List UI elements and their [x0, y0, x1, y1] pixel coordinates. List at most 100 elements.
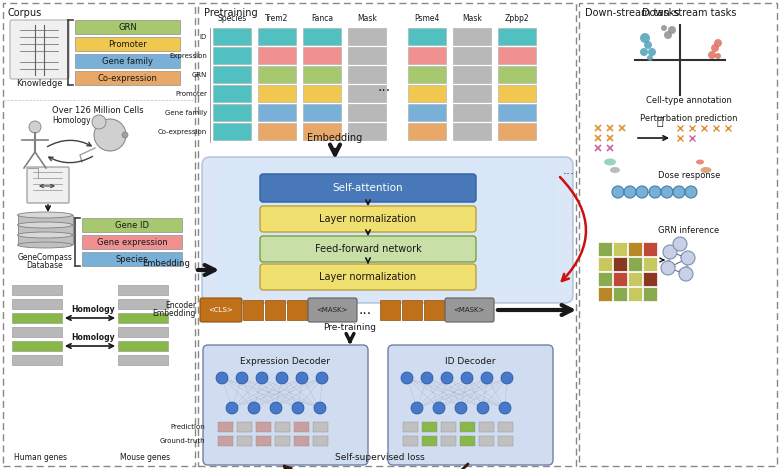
FancyBboxPatch shape: [453, 85, 491, 102]
FancyBboxPatch shape: [18, 225, 73, 234]
FancyBboxPatch shape: [118, 355, 168, 365]
FancyBboxPatch shape: [237, 436, 252, 446]
FancyBboxPatch shape: [460, 422, 475, 432]
FancyBboxPatch shape: [498, 66, 536, 83]
Ellipse shape: [604, 159, 616, 166]
FancyBboxPatch shape: [258, 123, 296, 140]
Circle shape: [122, 132, 128, 138]
Circle shape: [441, 372, 453, 384]
FancyArrowPatch shape: [49, 156, 93, 163]
Text: Co-expression: Co-expression: [98, 74, 158, 83]
FancyBboxPatch shape: [18, 235, 73, 244]
FancyBboxPatch shape: [348, 28, 386, 45]
Circle shape: [673, 237, 687, 251]
FancyBboxPatch shape: [256, 422, 271, 432]
Circle shape: [711, 44, 719, 52]
Circle shape: [661, 261, 675, 275]
Circle shape: [461, 372, 473, 384]
FancyBboxPatch shape: [453, 123, 491, 140]
Circle shape: [292, 402, 304, 414]
FancyBboxPatch shape: [12, 355, 62, 365]
FancyBboxPatch shape: [628, 272, 642, 286]
FancyBboxPatch shape: [408, 104, 446, 121]
FancyBboxPatch shape: [213, 85, 251, 102]
FancyBboxPatch shape: [422, 436, 437, 446]
FancyBboxPatch shape: [643, 272, 657, 286]
FancyBboxPatch shape: [218, 436, 233, 446]
FancyBboxPatch shape: [213, 28, 251, 45]
FancyArrowPatch shape: [48, 140, 91, 147]
Text: Self-attention: Self-attention: [333, 183, 403, 193]
FancyBboxPatch shape: [75, 20, 180, 34]
FancyBboxPatch shape: [258, 28, 296, 45]
Circle shape: [29, 121, 41, 133]
FancyBboxPatch shape: [628, 242, 642, 256]
Text: Mouse genes: Mouse genes: [120, 454, 170, 462]
Ellipse shape: [610, 167, 620, 173]
Text: Feed-forward network: Feed-forward network: [314, 244, 421, 254]
FancyBboxPatch shape: [260, 264, 476, 290]
Ellipse shape: [17, 222, 73, 228]
FancyBboxPatch shape: [200, 298, 242, 322]
FancyBboxPatch shape: [348, 66, 386, 83]
FancyBboxPatch shape: [408, 85, 446, 102]
Circle shape: [647, 55, 653, 61]
Circle shape: [679, 267, 693, 281]
Circle shape: [477, 402, 489, 414]
FancyBboxPatch shape: [18, 215, 73, 224]
Text: Gene family: Gene family: [165, 110, 207, 116]
Text: ...: ...: [378, 80, 391, 94]
Text: Over 126 Million Cells: Over 126 Million Cells: [52, 106, 144, 114]
FancyBboxPatch shape: [294, 436, 309, 446]
Circle shape: [316, 372, 328, 384]
Text: Promoter: Promoter: [176, 91, 207, 97]
Circle shape: [226, 402, 238, 414]
Text: Perturbation prediction: Perturbation prediction: [640, 113, 738, 122]
Text: Trem2: Trem2: [265, 14, 289, 23]
Text: Homology: Homology: [71, 304, 115, 313]
Text: Homology: Homology: [71, 333, 115, 341]
FancyBboxPatch shape: [453, 28, 491, 45]
Text: Ground-truth: Ground-truth: [159, 438, 205, 444]
Circle shape: [455, 402, 467, 414]
FancyBboxPatch shape: [75, 37, 180, 51]
Text: Psme4: Psme4: [414, 14, 440, 23]
Text: Pretraining: Pretraining: [204, 8, 257, 18]
Text: Species: Species: [115, 255, 148, 264]
FancyBboxPatch shape: [348, 104, 386, 121]
FancyBboxPatch shape: [348, 123, 386, 140]
FancyBboxPatch shape: [260, 236, 476, 262]
Circle shape: [664, 31, 672, 39]
Text: Co-expression: Co-expression: [158, 129, 207, 135]
FancyBboxPatch shape: [498, 104, 536, 121]
FancyBboxPatch shape: [12, 341, 62, 351]
Text: ...: ...: [563, 164, 575, 176]
Text: <CLS>: <CLS>: [208, 307, 233, 313]
Circle shape: [649, 186, 661, 198]
FancyBboxPatch shape: [219, 164, 556, 294]
Text: GeneCompass: GeneCompass: [18, 254, 73, 263]
Text: Layer normalization: Layer normalization: [320, 214, 417, 224]
FancyBboxPatch shape: [498, 436, 513, 446]
Text: Encoder: Encoder: [165, 302, 196, 310]
Circle shape: [236, 372, 248, 384]
Circle shape: [481, 372, 493, 384]
FancyBboxPatch shape: [403, 436, 418, 446]
FancyBboxPatch shape: [422, 422, 437, 432]
FancyBboxPatch shape: [75, 71, 180, 85]
FancyBboxPatch shape: [403, 422, 418, 432]
FancyBboxPatch shape: [12, 313, 62, 323]
FancyBboxPatch shape: [118, 299, 168, 309]
Circle shape: [681, 251, 695, 265]
FancyBboxPatch shape: [202, 157, 573, 303]
FancyBboxPatch shape: [453, 66, 491, 83]
Text: Embedding: Embedding: [307, 133, 363, 143]
Ellipse shape: [17, 212, 73, 218]
Circle shape: [248, 402, 260, 414]
Circle shape: [640, 48, 648, 56]
Circle shape: [314, 402, 326, 414]
FancyBboxPatch shape: [260, 174, 476, 202]
Circle shape: [661, 186, 673, 198]
FancyBboxPatch shape: [613, 272, 627, 286]
FancyBboxPatch shape: [303, 123, 341, 140]
